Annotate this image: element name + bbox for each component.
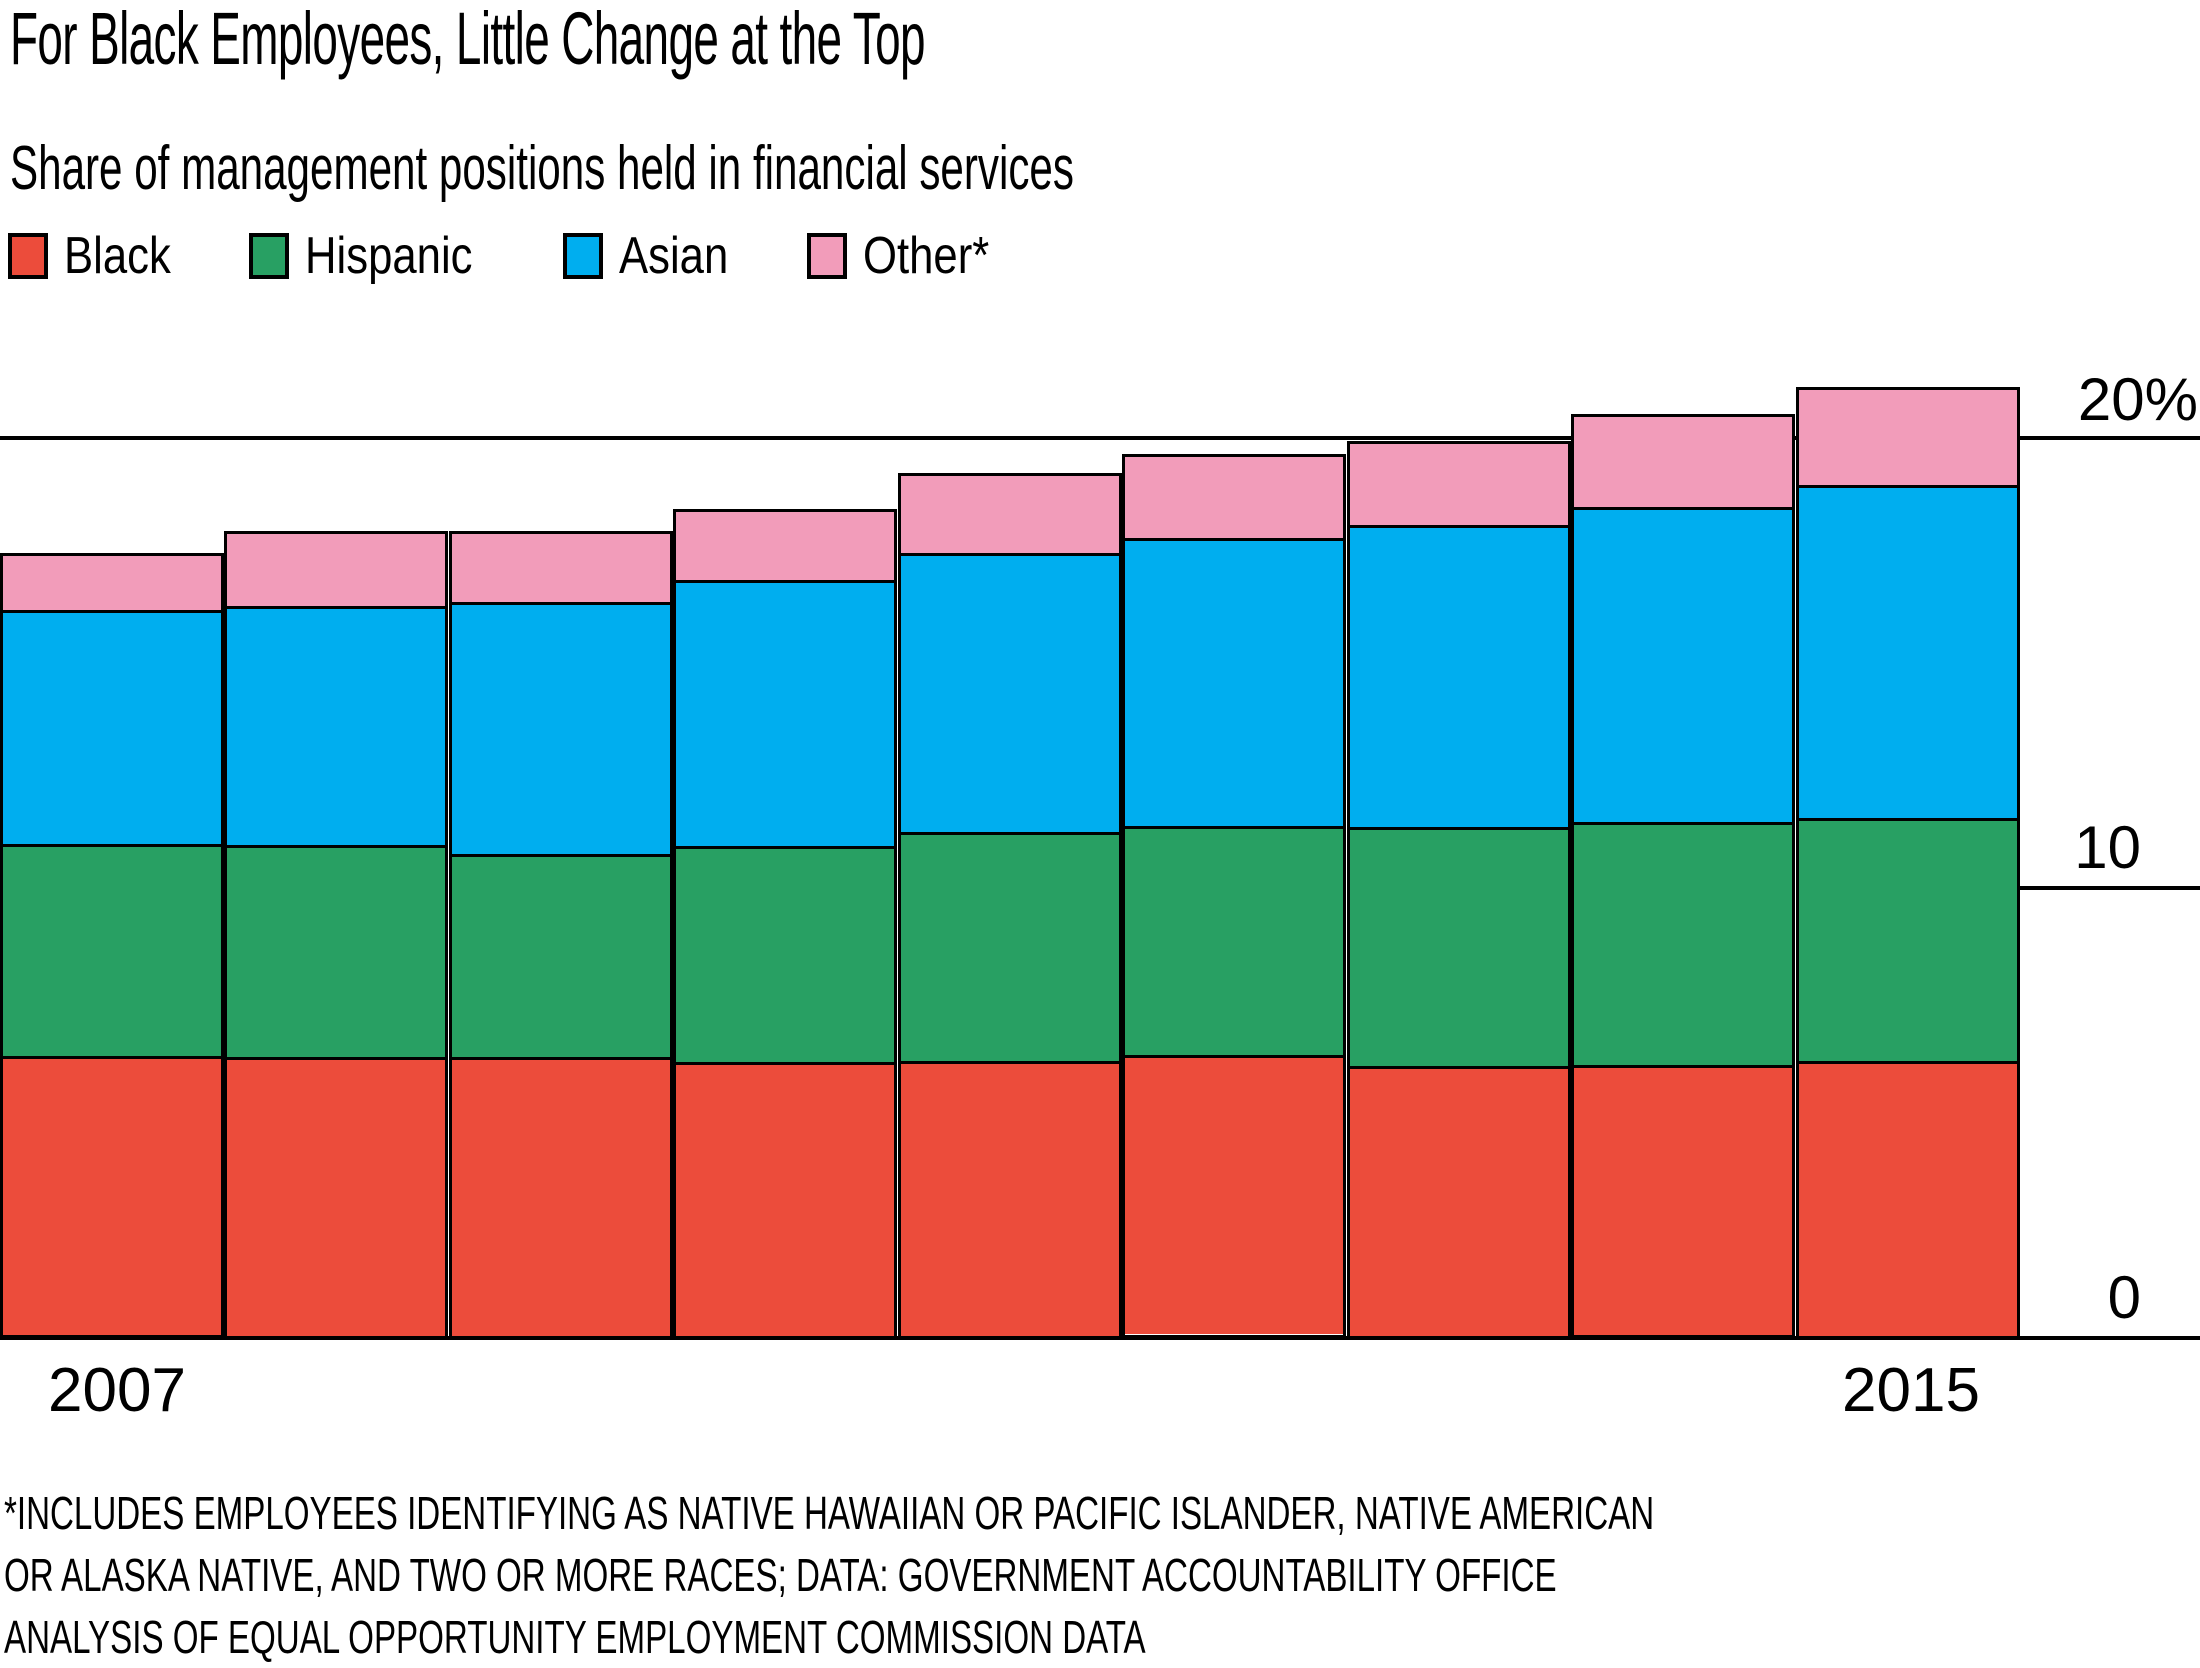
segment-other-2008 — [227, 534, 445, 606]
page-title: For Black Employees, Little Change at th… — [10, 2, 1486, 76]
segment-asian-2013 — [1350, 525, 1568, 827]
segment-black-2009 — [452, 1057, 670, 1336]
legend-label-black: Black — [64, 227, 171, 285]
footnote-line-1: *INCLUDES EMPLOYEES IDENTIFYING AS NATIV… — [4, 1487, 1655, 1539]
segment-black-2015 — [1799, 1061, 2017, 1336]
segment-black-2010 — [676, 1062, 894, 1337]
legend-label-other: Other* — [862, 227, 989, 285]
bar-2011 — [898, 473, 1122, 1338]
segment-other-2011 — [901, 476, 1119, 553]
bar-2008 — [224, 531, 448, 1338]
footnote-line-2: OR ALASKA NATIVE, AND TWO OR MORE RACES;… — [4, 1549, 1557, 1601]
legend-label-asian: Asian — [618, 227, 728, 285]
segment-asian-2012 — [1125, 538, 1343, 826]
legend-swatch-hispanic — [249, 233, 290, 279]
bar-2014 — [1571, 414, 1795, 1338]
segment-asian-2010 — [676, 580, 894, 846]
chart-subtitle-text: Share of management positions held in fi… — [10, 134, 1074, 203]
segment-hispanic-2014 — [1574, 822, 1792, 1065]
bar-2012 — [1122, 454, 1346, 1338]
segment-other-2010 — [676, 512, 894, 580]
segment-other-2013 — [1350, 444, 1568, 525]
baseline-axis — [0, 1336, 2200, 1340]
bar-2007 — [0, 553, 224, 1338]
legend-item-hispanic: Hispanic — [249, 230, 504, 282]
segment-black-2011 — [901, 1061, 1119, 1336]
legend-item-other: Other* — [806, 227, 1013, 285]
segment-asian-2009 — [452, 602, 670, 854]
segment-other-2009 — [452, 534, 670, 602]
segment-asian-2011 — [901, 553, 1119, 832]
chart-subtitle: Share of management positions held in fi… — [10, 138, 1575, 200]
segment-hispanic-2015 — [1799, 818, 2017, 1061]
segment-asian-2014 — [1574, 507, 1792, 822]
segment-hispanic-2009 — [452, 854, 670, 1057]
legend-swatch-other — [806, 233, 847, 279]
bar-2015 — [1796, 387, 2020, 1338]
legend: Black Hispanic Asian Other* — [8, 230, 1013, 282]
segment-asian-2007 — [3, 610, 221, 844]
segment-asian-2015 — [1799, 485, 2017, 818]
y-axis-label-20: 20% — [2077, 366, 2198, 433]
segment-black-2007 — [3, 1056, 221, 1335]
segment-asian-2008 — [227, 606, 445, 845]
segment-black-2014 — [1574, 1065, 1792, 1335]
x-axis-label-2015: 2015 — [1842, 1356, 1980, 1425]
segment-hispanic-2008 — [227, 845, 445, 1057]
bar-2009 — [449, 531, 673, 1338]
legend-item-black: Black — [8, 230, 191, 282]
bar-2010 — [673, 509, 897, 1338]
y-axis-label-10: 10 — [2074, 814, 2141, 881]
legend-swatch-black — [8, 233, 48, 279]
page-title-text: For Black Employees, Little Change at th… — [10, 0, 925, 80]
gridline-20-percent — [0, 436, 2200, 440]
y-axis-label-0: 0 — [2107, 1264, 2141, 1331]
footnote: *INCLUDES EMPLOYEES IDENTIFYING AS NATIV… — [4, 1482, 2200, 1668]
legend-swatch-asian — [562, 233, 603, 279]
segment-hispanic-2007 — [3, 844, 221, 1056]
segment-other-2007 — [3, 556, 221, 610]
bar-2013 — [1347, 441, 1571, 1338]
segment-hispanic-2013 — [1350, 827, 1568, 1066]
legend-item-asian: Asian — [562, 227, 749, 285]
x-axis-label-2007: 2007 — [48, 1356, 186, 1425]
segment-hispanic-2011 — [901, 832, 1119, 1061]
segment-black-2013 — [1350, 1066, 1568, 1336]
legend-label-hispanic: Hispanic — [305, 227, 473, 285]
segment-other-2015 — [1799, 390, 2017, 485]
segment-other-2014 — [1574, 417, 1792, 507]
segment-hispanic-2012 — [1125, 826, 1343, 1055]
segment-black-2008 — [227, 1057, 445, 1336]
tick-10-percent — [2020, 886, 2200, 890]
segment-black-2012 — [1125, 1055, 1343, 1334]
footnote-line-3: ANALYSIS OF EQUAL OPPORTUNITY EMPLOYMENT… — [4, 1611, 1146, 1663]
segment-hispanic-2010 — [676, 846, 894, 1062]
segment-other-2012 — [1125, 457, 1343, 538]
